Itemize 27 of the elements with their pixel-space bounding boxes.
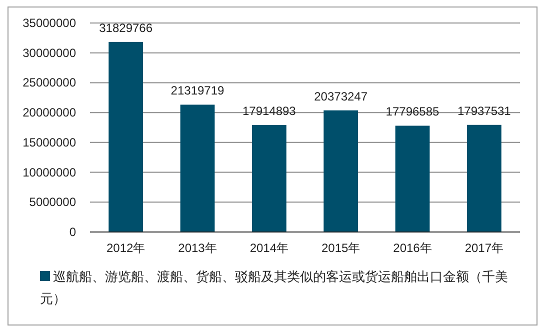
data-label: 20373247 (314, 89, 368, 104)
y-tick-label: 10000000 (22, 165, 76, 180)
x-tick-label: 2014年 (250, 241, 289, 255)
bar (466, 124, 502, 232)
y-tick-label: 20000000 (22, 106, 76, 120)
x-tick-label: 2013年 (178, 241, 217, 255)
bar (180, 104, 215, 232)
y-tick-label: 35000000 (22, 16, 76, 30)
data-label: 31829766 (99, 20, 153, 35)
x-tick-label: 2016年 (393, 241, 432, 255)
legend-label: 巡航船、游览船、渡船、货船、驳船及其类似的客运或货运船舶出口金额（千美元） (40, 269, 508, 306)
y-tick-label: 0 (69, 225, 76, 239)
bar (252, 125, 286, 232)
data-label: 17914893 (242, 104, 296, 118)
y-tick-label: 5000000 (29, 195, 76, 210)
y-tick-label: 25000000 (22, 76, 76, 90)
data-label: 17796585 (386, 104, 440, 119)
x-tick-label: 2015年 (321, 241, 360, 255)
y-tick-label: 30000000 (22, 46, 76, 60)
bar (395, 126, 430, 232)
x-tick-label: 2017年 (464, 241, 504, 255)
bar (108, 42, 144, 232)
data-label: 21319719 (170, 84, 225, 98)
bar (324, 110, 358, 232)
data-label: 17937531 (457, 104, 512, 118)
y-tick-label: 15000000 (22, 135, 76, 150)
x-tick-label: 2012年 (106, 241, 146, 255)
